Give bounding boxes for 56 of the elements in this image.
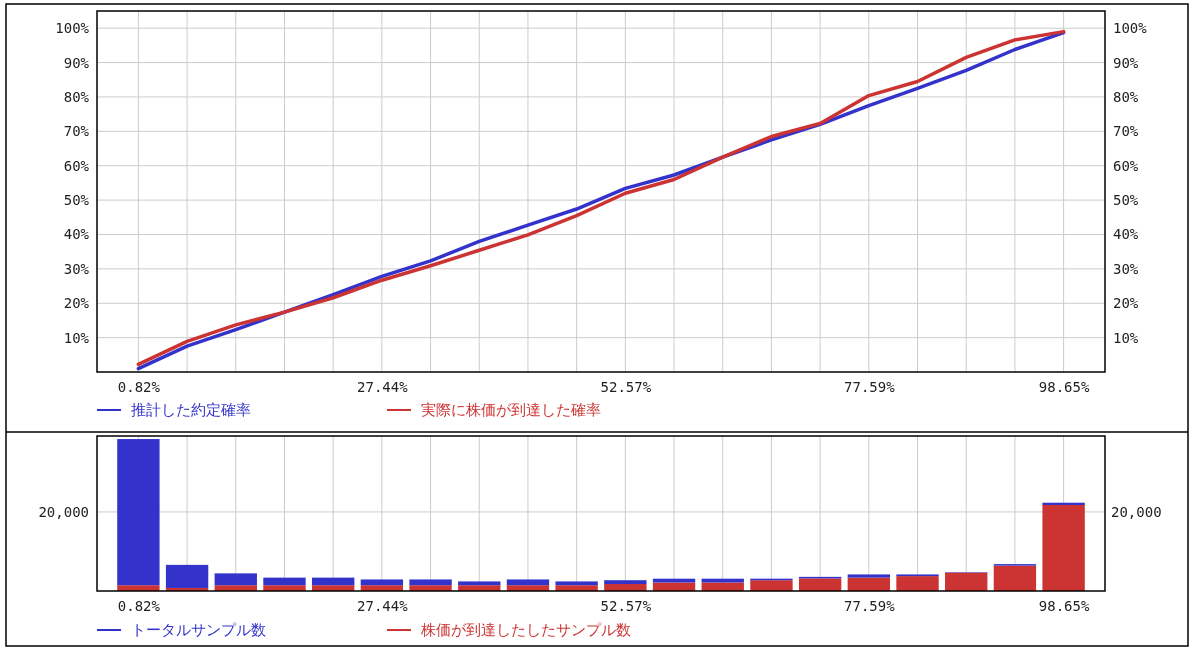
y-tick-label: 20%	[63, 295, 90, 312]
y-tick-label: 50%	[63, 192, 90, 209]
y-tick-label: 70%	[63, 123, 90, 140]
legend-label: トータルサンプル数	[131, 621, 266, 639]
bar	[555, 581, 598, 586]
y2-tick-label: 90%	[1113, 54, 1139, 71]
y2-tick-label: 50%	[1113, 192, 1139, 209]
bar	[945, 572, 988, 591]
bar	[117, 439, 160, 586]
y2-tick-label: 70%	[1113, 123, 1139, 140]
x-tick-label: 77.59%	[844, 378, 896, 395]
y2-tick-label: 100%	[1113, 20, 1148, 37]
bar	[409, 579, 452, 586]
legend-label: 推計した約定確率	[131, 401, 251, 419]
bar	[847, 574, 891, 578]
y-tick-label: 10%	[63, 329, 90, 346]
x-tick-label: 27.44%	[357, 378, 409, 395]
y2-tick-label: 10%	[1113, 329, 1139, 346]
bar	[263, 577, 306, 586]
x-tick-label: 52.57%	[600, 378, 652, 395]
x-tick-label: 98.65%	[1038, 597, 1090, 614]
x-tick-label: 52.57%	[600, 597, 652, 614]
x-tick-label: 0.82%	[117, 597, 161, 614]
bar	[701, 582, 744, 591]
x-tick-label: 98.65%	[1038, 378, 1090, 395]
y-tick-label: 40%	[63, 226, 90, 243]
legend-label: 株価が到達したしたサンプル数	[420, 621, 631, 639]
bar	[798, 578, 842, 591]
y-tick-label: 100%	[55, 20, 90, 37]
bar	[652, 582, 696, 591]
bar	[1042, 504, 1085, 591]
text: 20,000	[38, 503, 89, 520]
y2-tick-label: 60%	[1113, 157, 1139, 174]
bar	[214, 573, 257, 586]
bar	[360, 579, 404, 586]
y2-tick-label: 40%	[1113, 226, 1139, 243]
bar	[750, 580, 793, 591]
y-tick-label: 30%	[63, 260, 90, 277]
bar	[896, 576, 939, 591]
bar	[604, 580, 647, 585]
y-tick-label: 60%	[63, 157, 90, 174]
y-tick-label: 80%	[63, 88, 90, 105]
y2-tick-label: 30%	[1113, 260, 1139, 277]
x-tick-label: 27.44%	[357, 597, 409, 614]
x-tick-label: 77.59%	[844, 597, 896, 614]
x-tick-label: 0.82%	[117, 378, 161, 395]
bar	[506, 579, 550, 586]
bar	[993, 565, 1037, 591]
bar	[311, 577, 355, 586]
text: 20,000	[1111, 503, 1162, 520]
y2-tick-label: 20%	[1113, 295, 1139, 312]
y-tick-label: 90%	[63, 54, 90, 71]
bar	[458, 581, 501, 586]
legend-label: 実際に株価が到達した確率	[421, 401, 601, 419]
bar	[165, 564, 209, 588]
y2-tick-label: 80%	[1113, 88, 1139, 105]
